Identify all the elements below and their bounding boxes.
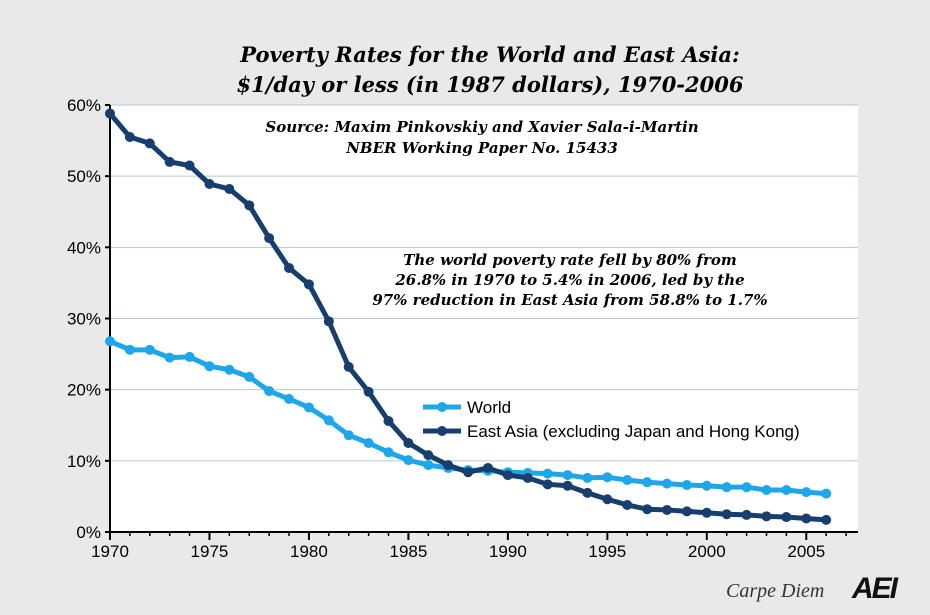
data-point — [184, 351, 195, 362]
annotation: The world poverty rate fell by 80% from — [403, 251, 737, 269]
annotation: 26.8% in 1970 to 5.4% in 2006, led by th… — [394, 271, 744, 289]
chart-title-line1: Poverty Rates for the World and East Asi… — [240, 42, 740, 67]
data-point — [323, 316, 334, 327]
aei-logo: AEI — [852, 572, 898, 605]
data-point — [323, 415, 334, 426]
x-tick-label: 2000 — [688, 542, 726, 561]
data-point — [303, 402, 314, 413]
data-point — [582, 487, 593, 498]
x-tick-label: 1970 — [91, 542, 129, 561]
chart-title-line2: $1/day or less (in 1987 dollars), 1970-2… — [236, 72, 744, 97]
data-point — [662, 504, 673, 515]
data-point — [105, 336, 115, 347]
data-point — [383, 415, 394, 426]
data-point — [403, 455, 414, 466]
data-point — [144, 344, 155, 355]
source-note: NBER Working Paper No. 15433 — [345, 139, 618, 157]
data-point — [164, 156, 175, 167]
data-point — [582, 472, 593, 483]
data-point — [264, 233, 275, 244]
data-point — [662, 478, 673, 489]
data-point — [522, 472, 533, 483]
legend-marker — [437, 402, 447, 412]
data-point — [721, 509, 732, 520]
data-point — [502, 470, 513, 481]
y-tick-label: 40% — [67, 238, 101, 257]
y-tick-label: 30% — [67, 310, 101, 329]
x-tick-label: 1990 — [489, 542, 527, 561]
legend-label: World — [467, 398, 511, 417]
x-tick-label: 1975 — [191, 542, 229, 561]
data-point — [681, 506, 692, 517]
data-point — [343, 361, 354, 372]
data-point — [403, 438, 414, 449]
data-point — [363, 386, 374, 397]
data-point — [801, 513, 812, 524]
data-point — [482, 462, 493, 473]
data-point — [343, 430, 354, 441]
data-point — [642, 504, 653, 515]
data-point — [781, 485, 792, 496]
data-point — [741, 482, 752, 493]
blog-name: Carpe Diem — [726, 580, 825, 602]
data-point — [164, 352, 175, 363]
y-tick-label: 20% — [67, 381, 101, 400]
data-point — [264, 386, 275, 397]
data-point — [204, 361, 215, 372]
data-point — [144, 138, 155, 149]
y-tick-label: 10% — [67, 452, 101, 471]
data-point — [443, 460, 454, 471]
y-tick-label: 60% — [67, 96, 101, 115]
x-tick-label: 1985 — [389, 542, 427, 561]
legend-label: East Asia (excluding Japan and Hong Kong… — [467, 422, 800, 441]
data-point — [602, 494, 613, 505]
data-point — [423, 460, 434, 471]
data-point — [642, 477, 653, 488]
x-tick-label: 1980 — [290, 542, 328, 561]
data-point — [761, 485, 772, 496]
data-point — [681, 480, 692, 491]
y-tick-label: 0% — [76, 523, 101, 542]
data-point — [284, 393, 295, 404]
data-point — [244, 371, 255, 382]
data-point — [303, 279, 314, 290]
data-point — [244, 200, 255, 211]
data-point — [542, 479, 553, 490]
data-point — [741, 509, 752, 520]
data-point — [284, 262, 295, 273]
data-point — [622, 499, 633, 510]
data-point — [383, 447, 394, 458]
data-point — [224, 364, 235, 375]
data-point — [622, 475, 633, 486]
data-point — [105, 108, 115, 119]
data-point — [542, 468, 553, 479]
data-point — [463, 467, 474, 478]
x-tick-label: 1995 — [588, 542, 626, 561]
data-point — [721, 482, 732, 493]
data-point — [701, 480, 712, 491]
data-point — [363, 438, 374, 449]
data-point — [701, 507, 712, 518]
data-point — [204, 178, 215, 189]
data-point — [184, 160, 195, 171]
data-point — [602, 472, 613, 483]
annotation: 97% reduction in East Asia from 58.8% to… — [372, 291, 767, 309]
data-point — [124, 344, 135, 355]
data-point — [801, 487, 812, 498]
data-point — [423, 450, 434, 461]
data-point — [821, 488, 832, 499]
data-point — [821, 514, 832, 525]
data-point — [224, 183, 235, 194]
y-tick-label: 50% — [67, 167, 101, 186]
data-point — [562, 470, 573, 481]
source-note: Source: Maxim Pinkovskiy and Xavier Sala… — [265, 118, 698, 136]
data-point — [781, 512, 792, 523]
legend-marker — [437, 426, 447, 436]
x-tick-label: 2005 — [787, 542, 825, 561]
data-point — [761, 511, 772, 522]
data-point — [562, 480, 573, 491]
data-point — [124, 132, 135, 143]
